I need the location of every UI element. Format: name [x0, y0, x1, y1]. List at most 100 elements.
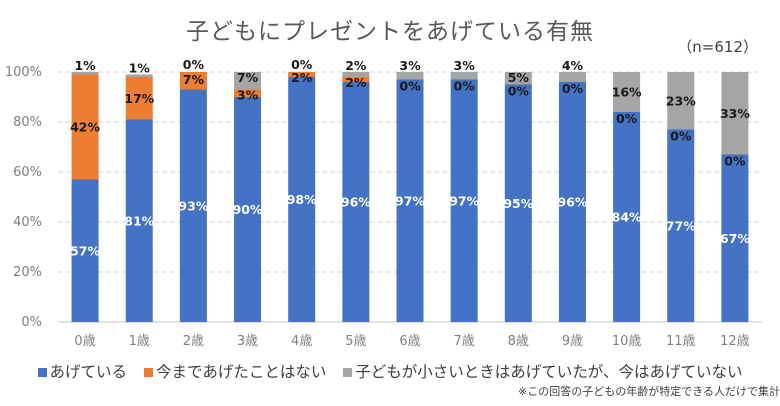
chart-title: 子どもにプレゼントをあげている有無: [186, 19, 594, 45]
x-tick-label: 8歳: [508, 334, 529, 349]
bars: [71, 72, 749, 322]
data-label: 5%: [508, 70, 530, 85]
data-label: 97%: [449, 193, 479, 208]
data-label: 1%: [129, 61, 151, 76]
bar-segment-0: [342, 82, 370, 322]
x-tick-label: 11歳: [666, 334, 696, 349]
bar-segment-0: [125, 119, 153, 322]
y-tick-label: 60%: [13, 165, 42, 180]
bar-segment-1: [288, 72, 316, 77]
data-label: 3%: [399, 58, 421, 73]
bar-segment-0: [179, 89, 207, 322]
bar-segment-1: [179, 72, 207, 90]
y-axis: 0% 20% 40% 60% 80% 100%: [5, 65, 42, 330]
legend-swatch-orange: [143, 368, 153, 377]
legend-label: あげている: [49, 363, 128, 381]
data-label: 4%: [562, 58, 584, 73]
x-tick-label: 12歳: [720, 334, 750, 349]
data-label: 97%: [395, 193, 425, 208]
data-labels: 57%42%1%81%17%1%93%7%0%90%3%7%98%2%0%96%…: [70, 57, 750, 258]
sample-size: （n=612）: [677, 38, 758, 56]
data-label: 81%: [124, 213, 154, 228]
bar-segment-0: [504, 84, 532, 322]
data-label: 96%: [558, 195, 588, 210]
bar-segment-2: [667, 72, 695, 130]
data-label: 84%: [612, 210, 642, 225]
legend-label: 子どもが小さいときはあげていたが、今はあげていない: [355, 363, 743, 381]
bar-segment-2: [342, 72, 370, 77]
data-label: 77%: [666, 218, 696, 233]
data-label: 0%: [562, 81, 584, 96]
data-label: 7%: [237, 70, 259, 85]
bar-segment-0: [234, 97, 262, 322]
bar-segment-2: [504, 72, 532, 85]
y-tick-label: 100%: [5, 65, 42, 80]
bar-segment-0: [667, 129, 695, 322]
x-tick-label: 2歳: [183, 334, 204, 349]
data-label: 67%: [720, 231, 750, 246]
data-label: 98%: [287, 192, 317, 207]
y-tick-label: 20%: [13, 265, 42, 280]
x-tick-label: 9歳: [562, 334, 583, 349]
y-tick-label: 0%: [21, 315, 42, 330]
data-label: 0%: [399, 79, 421, 94]
data-label: 95%: [503, 196, 533, 211]
data-label: 96%: [341, 195, 371, 210]
legend-swatch-gray: [343, 368, 353, 377]
bar-segment-0: [613, 112, 641, 322]
data-label: 2%: [345, 58, 367, 73]
x-tick-label: 7歳: [454, 334, 475, 349]
bar-segment-2: [558, 72, 586, 82]
x-tick-label: 6歳: [399, 334, 420, 349]
bar-segment-2: [613, 72, 641, 112]
bar-segment-0: [396, 79, 424, 322]
x-tick-label: 10歳: [612, 334, 642, 349]
bar-segment-2: [450, 72, 478, 80]
data-label: 3%: [237, 88, 259, 103]
data-label: 17%: [124, 91, 154, 106]
bar-segment-0: [450, 79, 478, 322]
data-label: 0%: [616, 111, 638, 126]
data-label: 0%: [508, 84, 530, 99]
x-axis: 0歳 1歳 2歳 3歳 4歳 5歳 6歳 7歳 8歳 9歳 10歳 11歳 12歳: [74, 334, 749, 349]
data-label: 93%: [178, 198, 208, 213]
bar-segment-1: [342, 77, 370, 82]
legend-item-stopped: 子どもが小さいときはあげていたが、今はあげていない: [343, 360, 742, 382]
legend-swatch-blue: [37, 368, 47, 377]
data-label: 42%: [70, 120, 100, 135]
data-label: 57%: [70, 243, 100, 258]
data-label: 7%: [183, 72, 205, 87]
bar-segment-2: [396, 72, 424, 80]
x-tick-label: 4歳: [291, 334, 312, 349]
legend: あげている 今まであげたことはない 子どもが小さいときはあげていたが、今はあげて…: [0, 360, 780, 382]
bar-segment-2: [721, 72, 749, 155]
legend-item-never: 今まであげたことはない: [143, 360, 327, 382]
data-label: 1%: [74, 58, 96, 73]
data-label: 2%: [345, 75, 367, 90]
legend-label: 今まであげたことはない: [155, 363, 327, 381]
y-tick-label: 40%: [13, 215, 42, 230]
bar-segment-1: [125, 77, 153, 120]
bar-segment-0: [721, 154, 749, 322]
x-tick-label: 5歳: [345, 334, 366, 349]
data-label: 23%: [666, 93, 696, 108]
bar-segment-0: [288, 77, 316, 322]
x-tick-label: 3歳: [237, 334, 258, 349]
data-label: 3%: [454, 58, 476, 73]
bar-segment-2: [234, 72, 262, 90]
y-tick-label: 80%: [13, 115, 42, 130]
bar-segment-2: [71, 72, 99, 75]
legend-item-given: あげている: [37, 360, 128, 382]
data-label: 0%: [670, 129, 692, 144]
data-label: 0%: [183, 57, 205, 72]
data-label: 0%: [291, 57, 313, 72]
data-label: 0%: [724, 154, 746, 169]
footnote: ※この回答の子どもの年齢が特定できる人だけで集計: [518, 385, 780, 398]
x-tick-label: 1歳: [129, 334, 150, 349]
x-tick-label: 0歳: [74, 334, 95, 349]
bar-segment-2: [125, 74, 153, 77]
bar-segment-0: [558, 82, 586, 322]
data-label: 2%: [291, 70, 313, 85]
data-label: 90%: [233, 202, 263, 217]
